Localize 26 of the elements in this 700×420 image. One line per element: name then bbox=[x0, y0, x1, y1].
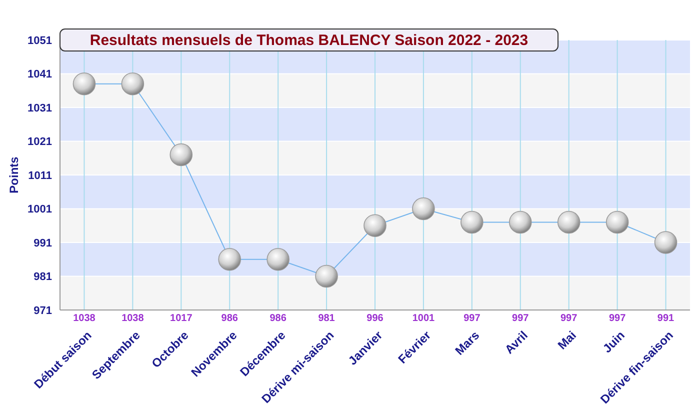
x-tick-label: Juin bbox=[600, 328, 628, 356]
y-tick-label: 1011 bbox=[28, 170, 52, 182]
x-tick-label: Mai bbox=[554, 328, 579, 352]
data-label: 1038 bbox=[122, 313, 144, 324]
y-tick-label: 1051 bbox=[28, 34, 52, 47]
y-tick-label: 1001 bbox=[28, 204, 52, 216]
data-label: 997 bbox=[608, 313, 626, 324]
data-label: 997 bbox=[560, 313, 578, 324]
chart-title: Resultats mensuels de Thomas BALENCY Saison 2022 - 2023 bbox=[90, 32, 528, 49]
data-label: 1001 bbox=[412, 313, 436, 324]
y-tick-label: 1021 bbox=[28, 136, 52, 148]
y-tick-label: 971 bbox=[34, 304, 52, 317]
data-label: 991 bbox=[657, 313, 675, 324]
y-tick-label: 991 bbox=[34, 237, 52, 250]
data-label: 986 bbox=[221, 313, 238, 324]
data-label: 1017 bbox=[170, 313, 193, 324]
data-label: 981 bbox=[318, 313, 336, 324]
data-label: 997 bbox=[512, 313, 530, 324]
data-label: 997 bbox=[464, 313, 481, 324]
y-tick-label: 981 bbox=[34, 271, 52, 284]
y-tick-label: 1031 bbox=[28, 102, 52, 114]
data-label: 996 bbox=[366, 313, 384, 324]
y-axis-title: Points bbox=[7, 156, 21, 194]
data-label: 986 bbox=[270, 313, 287, 324]
y-tick-label: 1041 bbox=[28, 68, 52, 81]
data-label: 1038 bbox=[73, 313, 96, 324]
